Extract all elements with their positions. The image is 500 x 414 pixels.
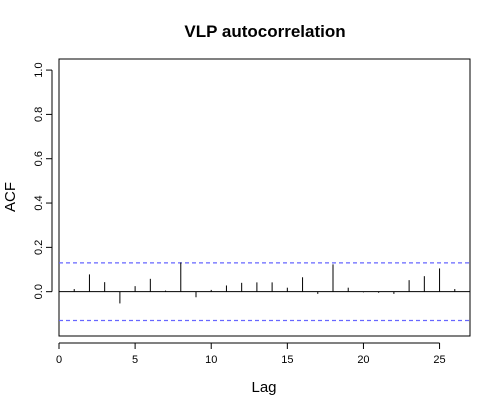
y-tick-label: 0.8 — [33, 107, 45, 122]
x-axis: 0 5 10 15 20 25 — [56, 342, 446, 366]
confidence-bands — [59, 262, 470, 322]
x-tick-label: 25 — [433, 354, 445, 366]
plot-frame — [58, 58, 471, 337]
x-axis-title: Lag — [251, 379, 276, 396]
x-tick-label: 20 — [357, 354, 369, 366]
x-tick-label: 15 — [281, 354, 293, 366]
x-tick-label: 10 — [205, 354, 217, 366]
y-tick-label: 0.2 — [33, 240, 45, 255]
y-tick-label: 0.0 — [33, 284, 45, 299]
y-tick-label: 1.0 — [33, 62, 45, 77]
y-tick-label: 0.6 — [33, 151, 45, 166]
x-tick-label: 0 — [56, 354, 62, 366]
chart-title: VLP autocorrelation — [184, 22, 345, 41]
y-axis-title: ACF — [2, 182, 19, 212]
acf-bars — [73, 262, 456, 304]
y-tick-label: 0.4 — [33, 195, 45, 210]
y-axis: 0.0 0.2 0.4 0.6 0.8 1.0 — [33, 62, 53, 299]
x-tick-label: 5 — [132, 354, 138, 366]
